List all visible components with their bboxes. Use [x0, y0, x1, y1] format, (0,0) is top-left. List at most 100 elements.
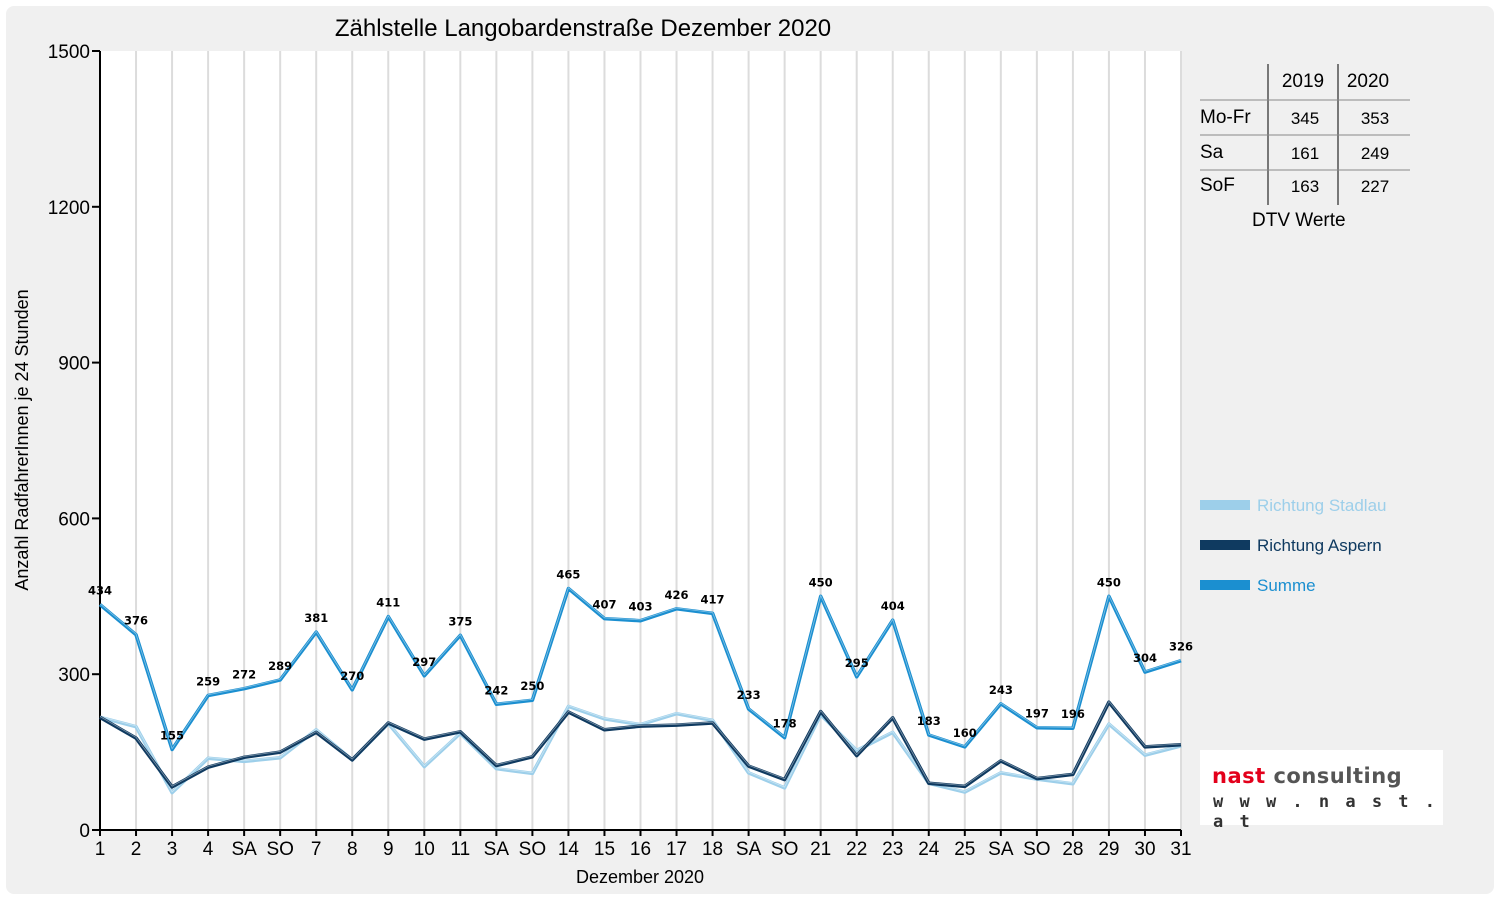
x-tick-label: SA — [736, 839, 762, 860]
data-label: 304 — [1133, 651, 1157, 665]
data-label: 183 — [917, 714, 941, 728]
dtv-header-2019: 2019 — [1281, 71, 1325, 92]
data-label: 411 — [376, 596, 400, 610]
x-tick-label: 24 — [918, 839, 940, 860]
x-tick-label: 3 — [167, 839, 178, 860]
y-tick-label: 900 — [58, 354, 90, 375]
data-label: 160 — [953, 726, 977, 740]
x-tick-label: 11 — [450, 839, 470, 860]
x-tick-label: 22 — [846, 839, 867, 860]
data-label: 295 — [845, 656, 869, 670]
data-label: 250 — [520, 679, 544, 693]
x-tick-label: SA — [988, 839, 1014, 860]
data-label: 375 — [448, 614, 472, 628]
x-tick-label: SO — [266, 839, 293, 860]
legend-swatch — [1200, 580, 1250, 590]
dtv-cell: 227 — [1360, 177, 1390, 196]
data-label: 376 — [124, 614, 148, 628]
legend-swatch — [1200, 500, 1250, 510]
logo-wordmark: nast consulting — [1212, 764, 1402, 788]
y-tick-label: 0 — [79, 821, 90, 842]
dtv-row-label: SoF — [1200, 175, 1235, 196]
legend-swatch — [1200, 540, 1250, 550]
data-label: 197 — [1025, 707, 1049, 721]
x-tick-label: 29 — [1098, 839, 1119, 860]
logo-url: w w w . n a s t . a t — [1213, 792, 1438, 832]
x-tick-label: SA — [231, 839, 257, 860]
grid-lines — [135, 51, 1182, 830]
legend-label: Richtung Stadlau — [1257, 496, 1386, 515]
series-line-richtung-aspern — [99, 700, 1182, 789]
dtv-cell: 163 — [1290, 177, 1320, 196]
dtv-caption: DTV Werte — [1252, 210, 1346, 231]
y-tick-label: 300 — [58, 665, 90, 686]
x-tick-label: 8 — [347, 839, 358, 860]
data-label: 196 — [1061, 707, 1085, 721]
series-layer — [98, 586, 1182, 795]
data-label: 272 — [232, 668, 256, 682]
x-tick-label: 1 — [95, 839, 106, 860]
legend: Richtung Stadlau Richtung Aspern Summe — [1200, 496, 1386, 595]
data-label: 417 — [701, 592, 725, 606]
data-label: 404 — [881, 599, 905, 613]
x-tick-label: 2 — [131, 839, 142, 860]
data-label: 465 — [556, 568, 580, 582]
data-label: 243 — [989, 683, 1013, 697]
x-tick-label: 15 — [594, 839, 615, 860]
x-tick-label: 17 — [666, 839, 687, 860]
y-axis-title: Anzahl RadfahrerInnen je 24 Stunden — [12, 289, 32, 590]
series-highlight-richtung-stadlau — [99, 705, 1182, 793]
x-tick-label: 25 — [954, 839, 975, 860]
y-tick-label: 1500 — [48, 42, 90, 63]
series-highlight-summe — [99, 587, 1182, 750]
x-tick-label: SO — [1023, 839, 1050, 860]
dtv-row-label: Mo-Fr — [1200, 107, 1251, 128]
data-label: 155 — [160, 729, 184, 743]
data-label: 297 — [412, 655, 436, 669]
x-tick-label: 28 — [1062, 839, 1083, 860]
chart-title: Zählstelle Langobardenstraße Dezember 20… — [335, 15, 831, 42]
x-tick-label: 7 — [311, 839, 322, 860]
data-label: 326 — [1169, 640, 1193, 654]
logo-word-1: nast — [1212, 764, 1266, 788]
dtv-row-label: Sa — [1200, 142, 1224, 163]
y-tick-label: 600 — [58, 509, 90, 530]
x-tick-label: 9 — [383, 839, 394, 860]
legend-label: Summe — [1257, 576, 1316, 595]
dtv-table-lines — [1200, 64, 1410, 205]
legend-label: Richtung Aspern — [1257, 536, 1382, 555]
x-tick-label: 23 — [882, 839, 903, 860]
data-label: 381 — [304, 611, 328, 625]
data-label: 259 — [196, 674, 220, 688]
x-tick-label: 18 — [702, 839, 723, 860]
x-tick-label: 14 — [558, 839, 580, 860]
dtv-cell: 345 — [1290, 109, 1320, 128]
y-tick-label: 1200 — [48, 198, 90, 219]
data-label: 450 — [809, 575, 833, 589]
data-label: 270 — [340, 669, 364, 683]
series-line-summe — [98, 586, 1182, 752]
x-tick-label: 31 — [1170, 839, 1191, 860]
x-tick-label: 4 — [203, 839, 214, 860]
data-label: 403 — [628, 600, 652, 614]
company-logo: nast consulting w w w . n a s t . a t — [1200, 750, 1443, 832]
x-tick-label: SO — [519, 839, 546, 860]
x-tick-label: SO — [771, 839, 798, 860]
x-axis-title: Dezember 2020 — [576, 867, 704, 887]
x-tick-label: 21 — [810, 839, 831, 860]
x-tick-label: 30 — [1134, 839, 1155, 860]
dtv-cell: 161 — [1290, 144, 1320, 163]
data-label: 233 — [737, 688, 761, 702]
data-label: 178 — [773, 717, 797, 731]
dtv-cell: 353 — [1360, 109, 1390, 128]
x-tick-label: SA — [484, 839, 510, 860]
data-label: 434 — [88, 584, 112, 598]
x-tick-label: 10 — [414, 839, 435, 860]
data-label: 450 — [1097, 575, 1121, 589]
series-highlight-richtung-aspern — [99, 701, 1182, 787]
x-tick-label: 16 — [630, 839, 651, 860]
data-label: 289 — [268, 659, 292, 673]
data-label: 426 — [665, 588, 689, 602]
